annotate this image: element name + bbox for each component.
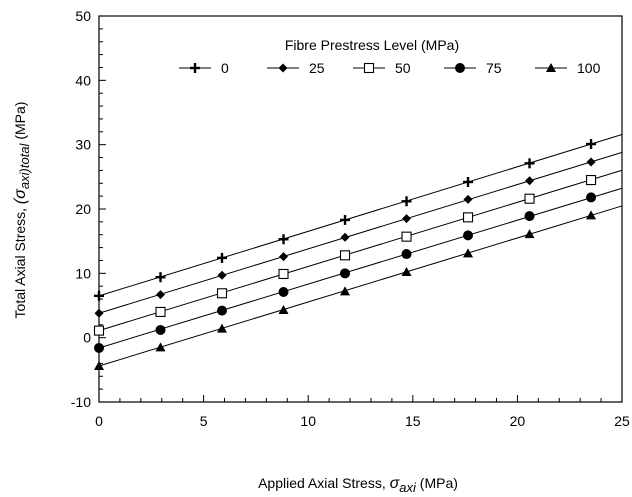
x-tick-label: 0 bbox=[95, 413, 103, 429]
marker-series-100 bbox=[155, 342, 166, 352]
marker-series-50 bbox=[524, 193, 535, 204]
fit-line-75 bbox=[98, 187, 623, 349]
marker-series-75 bbox=[463, 230, 474, 241]
marker-series-100 bbox=[94, 360, 104, 370]
marker-series-0 bbox=[586, 139, 597, 150]
marker-series-100 bbox=[524, 229, 535, 239]
marker-series-50 bbox=[216, 288, 228, 299]
marker-series-0 bbox=[217, 252, 228, 263]
axis-title-subscript: axi bbox=[399, 480, 417, 495]
legend-label: 50 bbox=[395, 60, 411, 76]
marker-series-75 bbox=[586, 192, 597, 203]
marker-series-0 bbox=[340, 214, 351, 225]
marker-series-25 bbox=[340, 232, 350, 242]
marker-series-50 bbox=[462, 212, 474, 223]
legend-title: Fibre Prestress Level (MPa) bbox=[285, 37, 459, 53]
marker-series-0 bbox=[463, 176, 474, 187]
marker-series-0 bbox=[278, 234, 289, 245]
marker-series-75 bbox=[155, 324, 166, 335]
marker-series-50 bbox=[585, 175, 597, 186]
marker-series-50 bbox=[155, 306, 166, 317]
axis-title-text: Total Axial Stress, bbox=[12, 204, 28, 318]
legend-item-75: 75 bbox=[444, 60, 502, 76]
axis-title-symbol: (σ bbox=[12, 188, 29, 204]
y-tick-label: 10 bbox=[75, 265, 91, 281]
marker-series-25 bbox=[94, 308, 104, 318]
marker-series-100 bbox=[401, 267, 412, 277]
marker-series-75 bbox=[94, 342, 104, 353]
x-tick-label: 10 bbox=[300, 413, 316, 429]
plot-frame bbox=[98, 15, 623, 403]
legend-item-0: 0 bbox=[179, 60, 229, 76]
legend-label: 100 bbox=[577, 60, 601, 76]
y-axis-title: Total Axial Stress, (σaxi)total (MPa) bbox=[12, 102, 32, 319]
marker-series-25 bbox=[586, 157, 596, 167]
marker-series-25 bbox=[217, 270, 227, 280]
y-tick-label: 50 bbox=[75, 8, 91, 24]
axis-title-unit: (MPa) bbox=[416, 475, 458, 491]
marker-series-50 bbox=[401, 231, 412, 242]
legend-marker bbox=[455, 63, 465, 73]
axis-title-subscript: axi)total bbox=[17, 142, 32, 189]
legend: Fibre Prestress Level (MPa) 0 25 50 75 100 bbox=[179, 37, 601, 76]
data-markers bbox=[93, 139, 597, 370]
y-tick-label: 20 bbox=[75, 201, 91, 217]
y-tick-label: 30 bbox=[75, 137, 91, 153]
marker-series-100 bbox=[278, 305, 289, 315]
legend-label: 0 bbox=[221, 60, 229, 76]
marker-series-75 bbox=[340, 268, 351, 279]
marker-series-100 bbox=[340, 286, 351, 296]
marker-series-50 bbox=[93, 325, 105, 336]
x-tick-label: 15 bbox=[405, 413, 421, 429]
marker-series-100 bbox=[217, 323, 228, 333]
legend-marker bbox=[190, 63, 200, 73]
fit-line-0 bbox=[98, 134, 623, 297]
marker-series-25 bbox=[156, 290, 166, 300]
marker-series-0 bbox=[401, 196, 412, 207]
fit-line-100 bbox=[98, 205, 623, 367]
marker-series-50 bbox=[278, 268, 289, 280]
y-tick-label: 0 bbox=[83, 330, 91, 346]
legend-item-25: 25 bbox=[267, 60, 325, 76]
marker-series-25 bbox=[279, 252, 289, 262]
legend-label: 75 bbox=[486, 60, 502, 76]
axis-title-unit: (MPa) bbox=[12, 102, 28, 144]
plot-area bbox=[98, 15, 623, 403]
marker-series-75 bbox=[278, 286, 289, 297]
x-axis-title: Applied Axial Stress, σaxi (MPa) bbox=[258, 475, 458, 495]
legend-item-50: 50 bbox=[353, 60, 411, 76]
marker-series-25 bbox=[463, 194, 473, 204]
marker-series-50 bbox=[339, 250, 351, 261]
marker-series-25 bbox=[525, 176, 535, 186]
marker-series-0 bbox=[155, 272, 166, 283]
marker-series-75 bbox=[524, 211, 535, 222]
marker-series-100 bbox=[586, 210, 597, 220]
fit-lines bbox=[98, 134, 623, 367]
axis-title-symbol: σ bbox=[390, 475, 401, 492]
legend-marker bbox=[363, 62, 375, 74]
legend-marker bbox=[278, 63, 288, 73]
x-tick-label: 20 bbox=[510, 413, 526, 429]
y-tick-label: 40 bbox=[75, 72, 91, 88]
marker-series-0 bbox=[524, 158, 535, 169]
axis-title-text: Applied Axial Stress, bbox=[258, 475, 390, 491]
marker-series-100 bbox=[463, 248, 474, 258]
y-tick-label: -10 bbox=[71, 394, 91, 410]
fit-line-50 bbox=[98, 169, 623, 332]
marker-series-75 bbox=[217, 305, 228, 316]
legend-item-100: 100 bbox=[535, 60, 601, 76]
x-tick-label: 5 bbox=[200, 413, 208, 429]
marker-series-75 bbox=[401, 249, 412, 260]
legend-marker bbox=[546, 63, 556, 72]
fit-line-25 bbox=[98, 151, 623, 314]
legend-label: 25 bbox=[309, 60, 325, 76]
marker-series-25 bbox=[402, 214, 412, 224]
x-tick-label: 25 bbox=[614, 413, 630, 429]
